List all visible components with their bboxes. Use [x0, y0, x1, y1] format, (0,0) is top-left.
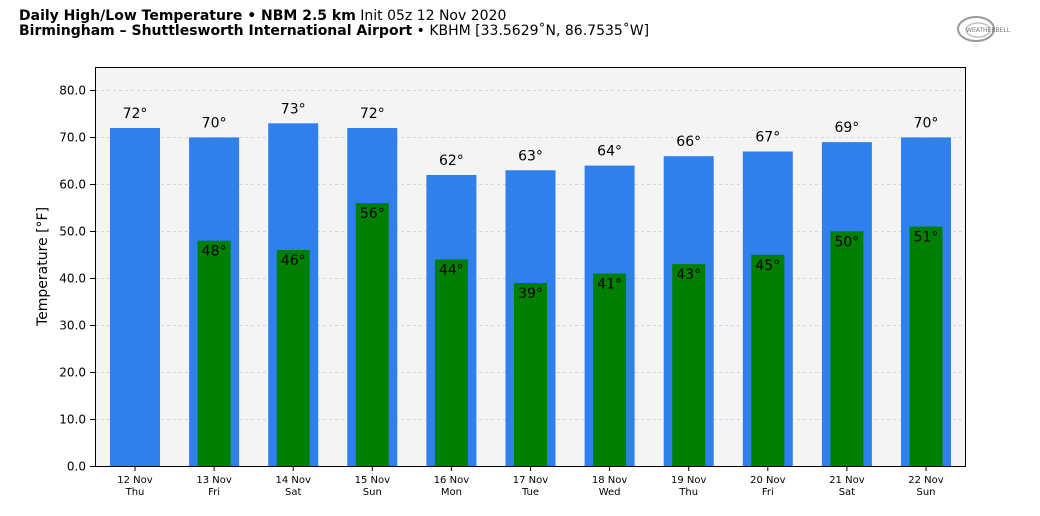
- high-label: 69°: [834, 120, 859, 136]
- high-label: 66°: [676, 134, 701, 150]
- x-tick-label-weekday: Fri: [208, 487, 220, 498]
- low-bar: [593, 273, 627, 466]
- x-tick-label-date: 13 Nov: [196, 475, 232, 486]
- low-bar: [355, 203, 389, 467]
- chart-title: Daily High/Low Temperature • NBM 2.5 km: [19, 8, 356, 24]
- low-label: 48°: [202, 244, 227, 260]
- station-name: Birmingham – Shuttlesworth International…: [19, 23, 413, 39]
- logo-text: WEATHERBELL: [966, 27, 1011, 34]
- low-bar: [751, 254, 785, 466]
- weatherbell-logo: WEATHERBELL: [957, 16, 1011, 42]
- y-axis-label: Temperature [°F]: [35, 207, 51, 327]
- low-bar: [276, 250, 310, 466]
- high-label: 70°: [914, 115, 939, 131]
- y-tick-label: 30.0: [59, 319, 86, 333]
- x-tick-label-weekday: Sun: [916, 487, 935, 498]
- high-label: 64°: [597, 144, 622, 160]
- low-label: 44°: [439, 262, 464, 278]
- low-label: 43°: [676, 267, 701, 283]
- x-tick-label-date: 17 Nov: [513, 475, 549, 486]
- x-tick-label-date: 14 Nov: [275, 475, 311, 486]
- y-tick-label: 80.0: [59, 84, 86, 98]
- chart-title-line: Daily High/Low Temperature • NBM 2.5 km …: [19, 9, 506, 24]
- x-tick-label-date: 20 Nov: [750, 475, 786, 486]
- station-line: Birmingham – Shuttlesworth International…: [19, 24, 649, 39]
- low-bar: [672, 264, 706, 466]
- low-bar: [909, 226, 943, 466]
- y-tick-label: 40.0: [59, 272, 86, 286]
- init-time: Init 05z 12 Nov 2020: [360, 8, 507, 24]
- low-label: 46°: [281, 253, 306, 269]
- high-label: 63°: [518, 148, 543, 164]
- x-tick-label-date: 16 Nov: [434, 475, 470, 486]
- x-tick-label-date: 21 Nov: [829, 475, 865, 486]
- high-label: 67°: [755, 129, 780, 145]
- high-label: 70°: [202, 115, 227, 131]
- low-label: 39°: [518, 286, 543, 302]
- y-tick-label: 20.0: [59, 366, 86, 380]
- low-label: 45°: [755, 258, 780, 274]
- low-label: 51°: [914, 230, 939, 246]
- x-tick-label-date: 12 Nov: [117, 475, 153, 486]
- low-label: 56°: [360, 206, 385, 222]
- low-bar: [514, 282, 547, 466]
- low-label: 50°: [834, 234, 859, 250]
- x-tick-label-weekday: Sat: [285, 487, 301, 498]
- y-axis: 0.0 10.0 20.0 30.0 40.0 50.0 60.0 70.0 80.0: [59, 84, 95, 474]
- x-tick-label-weekday: Fri: [762, 487, 774, 498]
- data-labels: 72° 70° 48° 73° 46° 72° 56° 62° 44° 63° 39° 64° 41° 6…: [123, 101, 939, 302]
- x-tick-label-weekday: Thu: [678, 487, 698, 498]
- low-bar: [434, 259, 468, 466]
- x-tick-label-weekday: Tue: [521, 487, 539, 498]
- y-tick-label: 70.0: [59, 131, 86, 145]
- high-bar: [110, 128, 160, 466]
- low-bar: [830, 231, 864, 466]
- x-tick-label-weekday: Thu: [125, 487, 145, 498]
- y-tick-label: 0.0: [67, 460, 86, 474]
- low-label: 41°: [597, 277, 622, 293]
- x-tick-label-weekday: Sun: [363, 487, 382, 498]
- y-tick-label: 50.0: [59, 225, 86, 239]
- high-label: 73°: [281, 101, 306, 117]
- y-tick-label: 60.0: [59, 178, 86, 192]
- high-label: 62°: [439, 153, 464, 169]
- x-tick-label-date: 22 Nov: [908, 475, 944, 486]
- high-label: 72°: [360, 106, 385, 122]
- x-tick-label-weekday: Mon: [441, 487, 462, 498]
- low-bar: [197, 240, 231, 466]
- y-tick-label: 10.0: [59, 413, 86, 427]
- x-tick-label-date: 19 Nov: [671, 475, 707, 486]
- x-tick-label-date: 15 Nov: [355, 475, 391, 486]
- x-tick-label-weekday: Sat: [839, 487, 855, 498]
- station-detail: • KBHM [33.5629˚N, 86.7535˚W]: [416, 23, 650, 39]
- x-tick-label-date: 18 Nov: [592, 475, 628, 486]
- x-tick-label-weekday: Wed: [599, 487, 621, 498]
- high-label: 72°: [123, 106, 148, 122]
- bars: [110, 123, 951, 467]
